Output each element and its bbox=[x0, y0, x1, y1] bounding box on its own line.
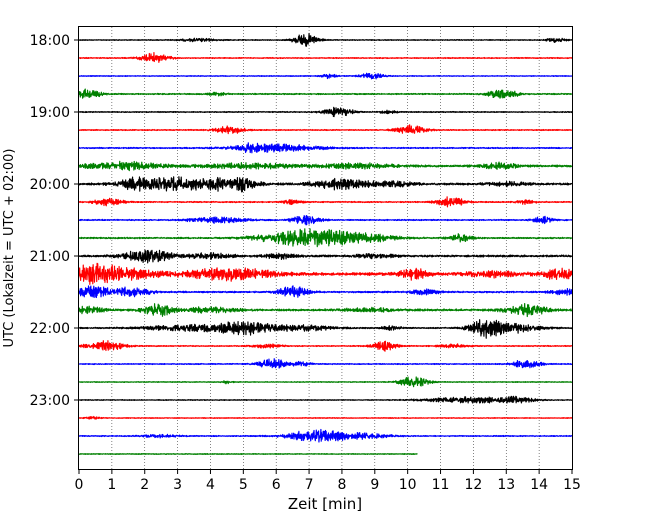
x-tick-label: 8 bbox=[337, 477, 346, 493]
x-tick-label: 4 bbox=[206, 477, 215, 493]
y-tick-label: 23:00 bbox=[30, 393, 70, 409]
x-axis-label: Zeit [min] bbox=[288, 495, 362, 513]
y-tick-label: 22:00 bbox=[30, 321, 70, 337]
x-tick-label: 14 bbox=[530, 477, 548, 493]
y-tick-label: 19:00 bbox=[30, 105, 70, 121]
x-tick-label: 10 bbox=[399, 477, 417, 493]
x-tick-label: 9 bbox=[370, 477, 379, 493]
y-tick-label: 18:00 bbox=[30, 33, 70, 49]
y-tick-label: 20:00 bbox=[30, 177, 70, 193]
x-tick-label: 11 bbox=[432, 477, 450, 493]
x-tick-label: 5 bbox=[239, 477, 248, 493]
y-axis-label: UTC (Lokalzeit = UTC + 02:00) bbox=[2, 149, 17, 348]
x-tick-label: 2 bbox=[140, 477, 149, 493]
x-tick-label: 0 bbox=[75, 477, 84, 493]
trace-row-2345 bbox=[79, 454, 418, 455]
x-tick-label: 7 bbox=[305, 477, 314, 493]
x-tick-label: 6 bbox=[272, 477, 281, 493]
y-tick-label: 21:00 bbox=[30, 249, 70, 265]
x-tick-label: 12 bbox=[464, 477, 482, 493]
x-tick-label: 3 bbox=[173, 477, 182, 493]
x-tick-label: 1 bbox=[107, 477, 116, 493]
x-tick-label: 13 bbox=[497, 477, 515, 493]
x-tick-label: 15 bbox=[563, 477, 581, 493]
